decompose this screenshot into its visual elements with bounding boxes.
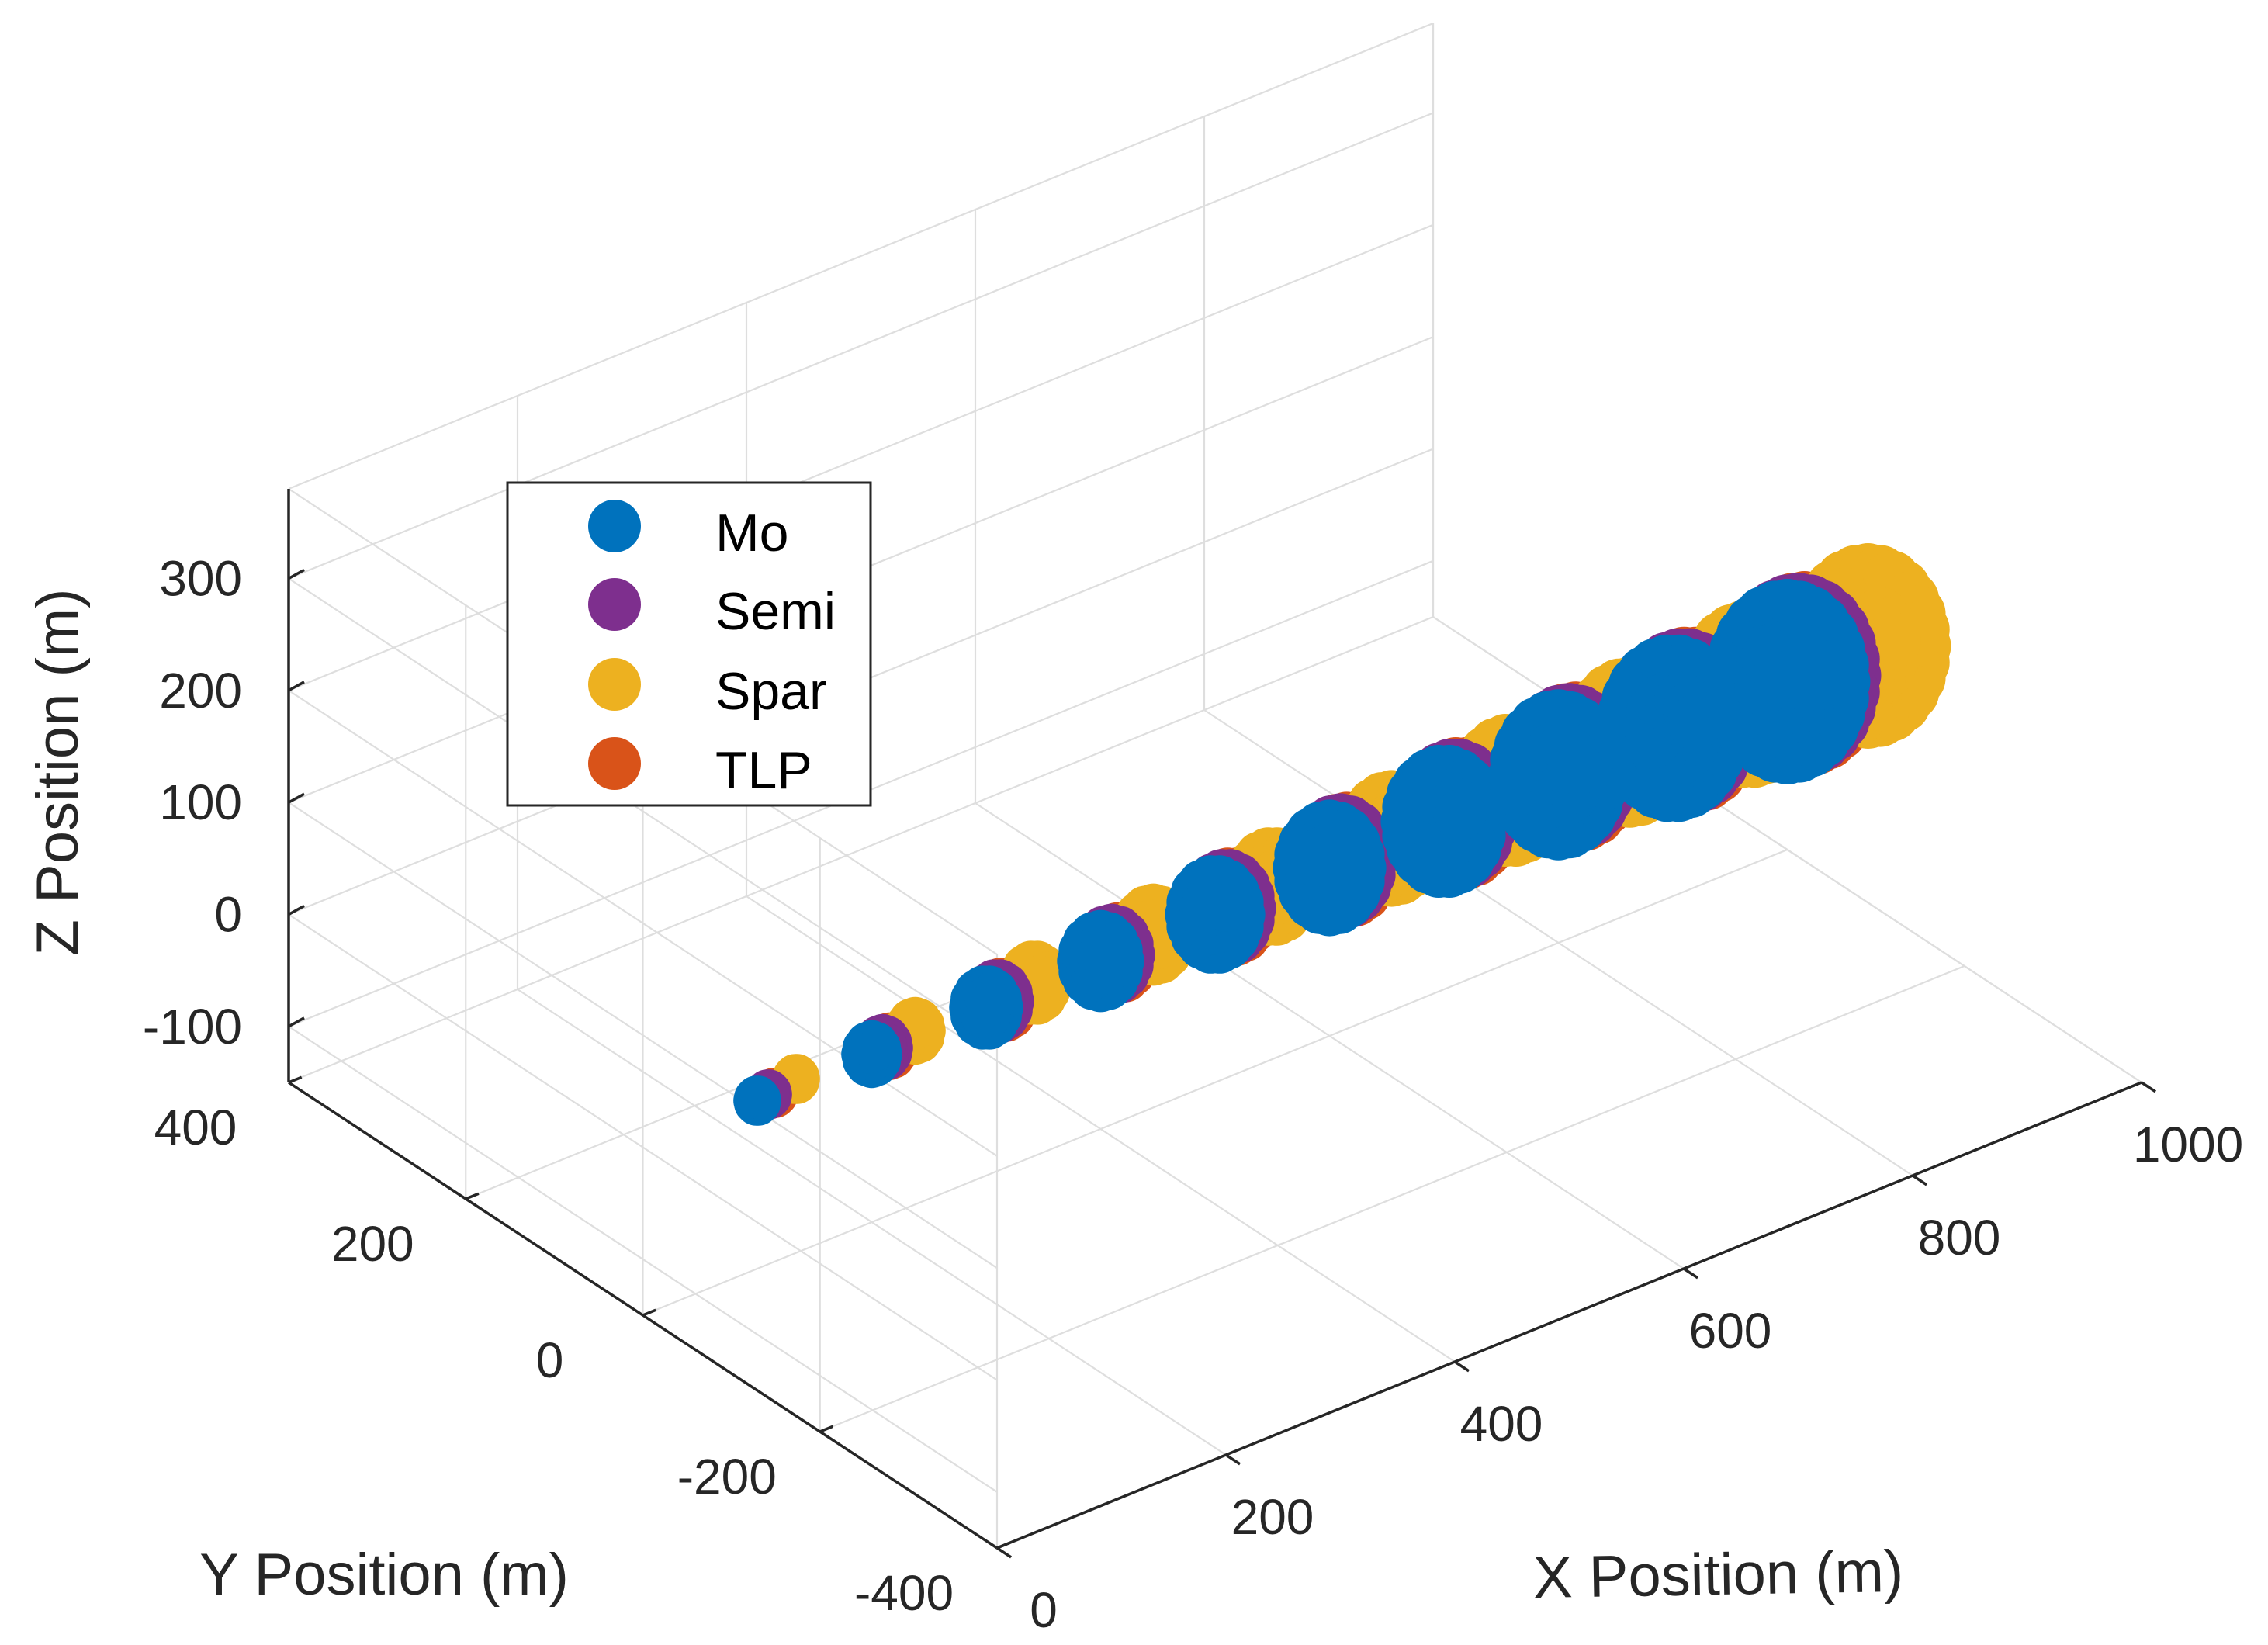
point-mo bbox=[1550, 742, 1605, 796]
z-tick-label: -100 bbox=[143, 999, 242, 1055]
z-axis-label: Z Position (m) bbox=[25, 589, 91, 956]
y-tick bbox=[819, 1425, 834, 1433]
x-tick-label: 200 bbox=[1231, 1489, 1314, 1545]
x-tick bbox=[1912, 1174, 1928, 1186]
legend-marker-spar bbox=[588, 658, 641, 711]
cluster-mo bbox=[1704, 578, 1871, 784]
legend-label-spar: Spar bbox=[715, 662, 827, 721]
z-tick bbox=[288, 681, 305, 692]
cluster-mo bbox=[1488, 689, 1629, 861]
z-tick bbox=[288, 904, 305, 916]
point-mo bbox=[1202, 884, 1250, 932]
x-axis-label: X Position (m) bbox=[1532, 1539, 1904, 1611]
legend-label-mo: Mo bbox=[715, 504, 788, 563]
y-tick-label: -400 bbox=[854, 1565, 954, 1621]
legend-item-mo: Mo bbox=[588, 500, 788, 563]
z-tick-label: 100 bbox=[159, 774, 242, 830]
box-edge bbox=[288, 22, 1434, 490]
grid-line-sidewall-z bbox=[288, 577, 998, 1045]
cluster-mo bbox=[949, 965, 1023, 1050]
x-tick-label: 1000 bbox=[2133, 1117, 2243, 1172]
y-tick-label: 200 bbox=[331, 1216, 414, 1272]
cluster-mo bbox=[1057, 909, 1144, 1013]
grid-line-floor-y bbox=[819, 964, 1965, 1433]
y-tick-label: 400 bbox=[154, 1100, 237, 1155]
x-axis-line bbox=[996, 1081, 2142, 1550]
grid-line-sidewall-z bbox=[288, 802, 998, 1269]
grid-line-floor-y bbox=[642, 848, 1788, 1317]
legend-label-semi: Semi bbox=[715, 582, 836, 641]
y-tick bbox=[465, 1192, 480, 1200]
point-mo bbox=[1434, 789, 1487, 841]
cluster-mo bbox=[1273, 799, 1387, 937]
point-mo bbox=[738, 1078, 779, 1119]
point-mo bbox=[854, 1029, 896, 1072]
y-axis-label: Y Position (m) bbox=[199, 1542, 569, 1608]
x-tick-label: 600 bbox=[1689, 1303, 1772, 1359]
cluster-mo bbox=[733, 1075, 781, 1126]
legend-item-semi: Semi bbox=[588, 578, 836, 641]
y-tick bbox=[642, 1308, 656, 1317]
x-tick bbox=[1225, 1453, 1241, 1466]
z-tick-label: 0 bbox=[214, 886, 242, 942]
x-tick-label: 400 bbox=[1460, 1396, 1543, 1452]
point-mo bbox=[1318, 836, 1369, 887]
z-tick bbox=[288, 792, 305, 804]
y-tick-label: -200 bbox=[677, 1449, 777, 1505]
z-tick-label: 300 bbox=[159, 550, 242, 606]
legend-item-tlp: TLP bbox=[588, 737, 812, 800]
cluster-mo bbox=[1380, 744, 1508, 899]
x-tick-label: 800 bbox=[1918, 1210, 2001, 1266]
grid-line-backwall-z bbox=[288, 223, 1434, 691]
y-tick bbox=[288, 1075, 303, 1084]
tick-labels: 0 200 400 600 800 1000 -400 -200 0 200 400 -100 0 100… bbox=[143, 550, 2243, 1638]
axes-box bbox=[287, 489, 2157, 1559]
point-mo bbox=[1086, 931, 1132, 978]
grid-line-floor-y bbox=[288, 615, 1434, 1084]
point-mo bbox=[1783, 648, 1840, 705]
cluster-mo bbox=[841, 1020, 902, 1089]
z-tick bbox=[288, 1016, 305, 1028]
point-mo bbox=[969, 980, 1014, 1024]
x-tick bbox=[996, 1546, 1013, 1559]
legend: Mo Semi Spar TLP bbox=[506, 481, 872, 807]
x-tick bbox=[1683, 1267, 1699, 1280]
legend-box bbox=[506, 481, 872, 807]
legend-marker-tlp bbox=[588, 737, 641, 790]
legend-item-spar: Spar bbox=[588, 658, 827, 721]
z-tick bbox=[288, 568, 305, 580]
legend-label-tlp: TLP bbox=[715, 741, 812, 800]
y-tick-label: 0 bbox=[536, 1332, 564, 1388]
data-points bbox=[733, 542, 1951, 1126]
x-tick bbox=[2141, 1081, 2157, 1093]
legend-marker-mo bbox=[588, 500, 641, 552]
x-tick bbox=[1454, 1360, 1470, 1373]
grid-line-backwall-z bbox=[288, 112, 1434, 580]
grid-line-sidewall-z bbox=[288, 913, 998, 1381]
z-tick-label: 200 bbox=[159, 663, 242, 719]
cluster-mo bbox=[1165, 855, 1266, 974]
grid-line-sidewall-z bbox=[288, 1025, 998, 1493]
y-tick bbox=[996, 1541, 1011, 1550]
legend-marker-semi bbox=[588, 578, 641, 631]
x-tick-label: 0 bbox=[1030, 1582, 1058, 1638]
